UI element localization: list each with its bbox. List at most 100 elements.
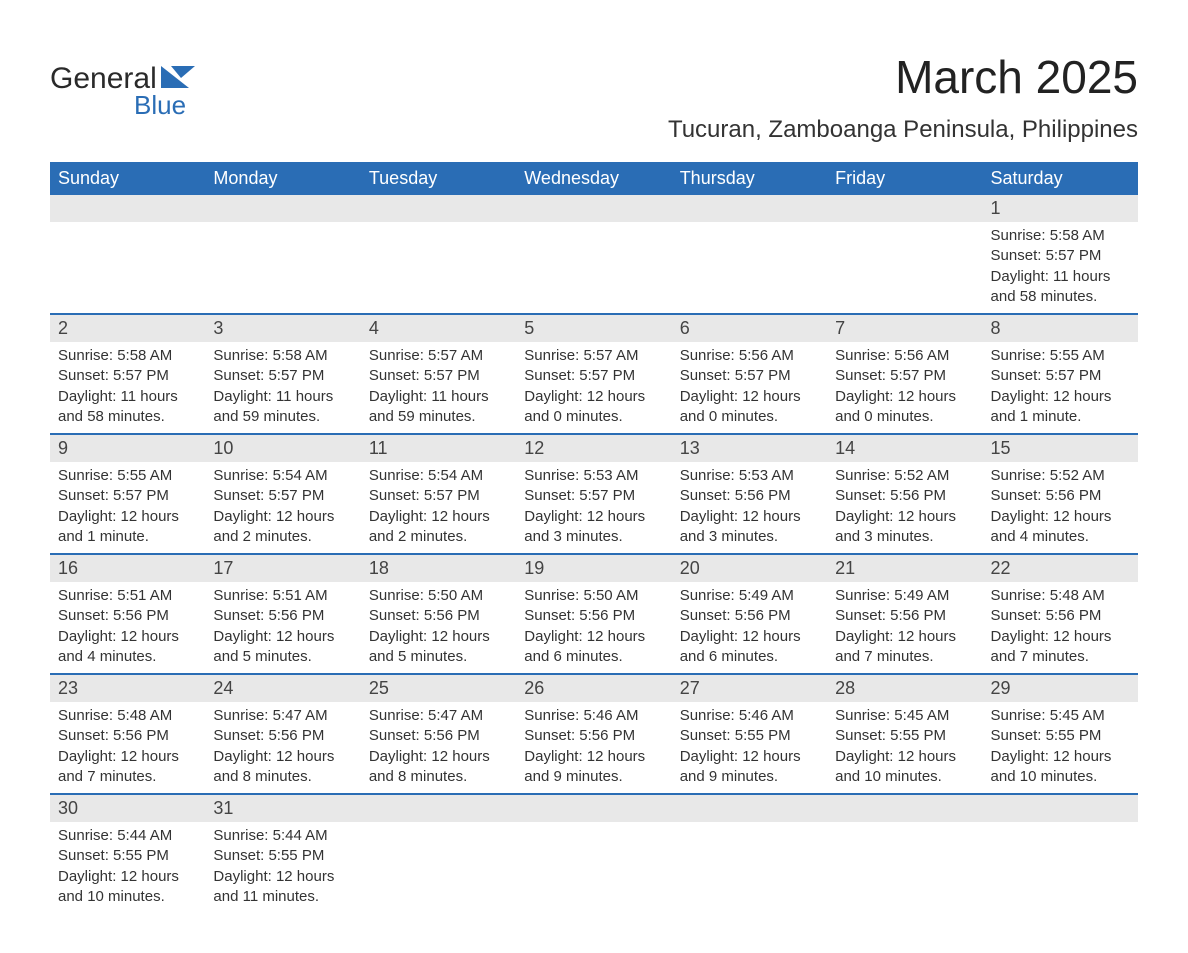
day-detail-cell — [672, 822, 827, 913]
day-number: 3 — [213, 318, 223, 338]
sunset-text: Sunset: 5:56 PM — [835, 486, 974, 506]
sunset-text: Sunset: 5:56 PM — [680, 606, 819, 626]
daylight-text-2: and 0 minutes. — [680, 407, 819, 427]
daylight-text-1: Daylight: 11 hours — [991, 267, 1130, 287]
day-number-cell: 27 — [672, 674, 827, 702]
day-number-cell — [827, 794, 982, 822]
day-detail-cell: Sunrise: 5:50 AMSunset: 5:56 PMDaylight:… — [516, 582, 671, 674]
day-number-cell: 25 — [361, 674, 516, 702]
daylight-text-2: and 7 minutes. — [991, 647, 1130, 667]
day-number: 11 — [369, 438, 388, 458]
day-detail-cell: Sunrise: 5:55 AMSunset: 5:57 PMDaylight:… — [983, 342, 1138, 434]
day-detail-cell: Sunrise: 5:54 AMSunset: 5:57 PMDaylight:… — [205, 462, 360, 554]
daylight-text-2: and 4 minutes. — [58, 647, 197, 667]
sunset-text: Sunset: 5:56 PM — [524, 606, 663, 626]
sunrise-text: Sunrise: 5:50 AM — [524, 586, 663, 606]
daylight-text-2: and 59 minutes. — [213, 407, 352, 427]
logo-text-bottom: Blue — [134, 90, 195, 121]
sunset-text: Sunset: 5:56 PM — [680, 486, 819, 506]
week-detail-row: Sunrise: 5:51 AMSunset: 5:56 PMDaylight:… — [50, 582, 1138, 674]
daylight-text-1: Daylight: 12 hours — [369, 507, 508, 527]
day-number: 19 — [524, 558, 544, 578]
daylight-text-1: Daylight: 12 hours — [213, 867, 352, 887]
sunset-text: Sunset: 5:57 PM — [524, 486, 663, 506]
sunrise-text: Sunrise: 5:57 AM — [369, 346, 508, 366]
daylight-text-2: and 2 minutes. — [213, 527, 352, 547]
col-monday: Monday — [205, 162, 360, 195]
daylight-text-1: Daylight: 12 hours — [524, 747, 663, 767]
daylight-text-1: Daylight: 12 hours — [835, 747, 974, 767]
sunset-text: Sunset: 5:57 PM — [213, 366, 352, 386]
day-detail-cell — [516, 822, 671, 913]
sunset-text: Sunset: 5:56 PM — [369, 606, 508, 626]
col-wednesday: Wednesday — [516, 162, 671, 195]
location-subtitle: Tucuran, Zamboanga Peninsula, Philippine… — [668, 116, 1138, 144]
sunrise-text: Sunrise: 5:44 AM — [58, 826, 197, 846]
sunset-text: Sunset: 5:57 PM — [58, 486, 197, 506]
day-number-cell: 23 — [50, 674, 205, 702]
week-detail-row: Sunrise: 5:58 AMSunset: 5:57 PMDaylight:… — [50, 342, 1138, 434]
daylight-text-2: and 6 minutes. — [524, 647, 663, 667]
day-detail-cell: Sunrise: 5:46 AMSunset: 5:56 PMDaylight:… — [516, 702, 671, 794]
day-number-cell: 19 — [516, 554, 671, 582]
day-number: 15 — [991, 438, 1011, 458]
daylight-text-2: and 7 minutes. — [835, 647, 974, 667]
day-number: 18 — [369, 558, 389, 578]
sunset-text: Sunset: 5:57 PM — [524, 366, 663, 386]
sunrise-text: Sunrise: 5:47 AM — [213, 706, 352, 726]
daylight-text-2: and 6 minutes. — [680, 647, 819, 667]
sunset-text: Sunset: 5:57 PM — [369, 486, 508, 506]
day-number-cell — [983, 794, 1138, 822]
daylight-text-2: and 3 minutes. — [680, 527, 819, 547]
sunrise-text: Sunrise: 5:56 AM — [835, 346, 974, 366]
day-number: 28 — [835, 678, 855, 698]
daylight-text-1: Daylight: 12 hours — [991, 387, 1130, 407]
day-number: 5 — [524, 318, 534, 338]
sunset-text: Sunset: 5:56 PM — [991, 606, 1130, 626]
sunset-text: Sunset: 5:56 PM — [991, 486, 1130, 506]
day-detail-cell — [516, 222, 671, 314]
daylight-text-2: and 5 minutes. — [369, 647, 508, 667]
day-detail-cell: Sunrise: 5:50 AMSunset: 5:56 PMDaylight:… — [361, 582, 516, 674]
daylight-text-2: and 4 minutes. — [991, 527, 1130, 547]
daylight-text-2: and 2 minutes. — [369, 527, 508, 547]
daylight-text-2: and 10 minutes. — [835, 767, 974, 787]
daylight-text-1: Daylight: 12 hours — [58, 747, 197, 767]
day-number-cell: 11 — [361, 434, 516, 462]
daylight-text-1: Daylight: 12 hours — [369, 747, 508, 767]
sunrise-text: Sunrise: 5:49 AM — [835, 586, 974, 606]
week-detail-row: Sunrise: 5:48 AMSunset: 5:56 PMDaylight:… — [50, 702, 1138, 794]
day-number-cell — [205, 195, 360, 222]
title-block: March 2025 Tucuran, Zamboanga Peninsula,… — [668, 50, 1138, 154]
day-number-cell: 18 — [361, 554, 516, 582]
day-number: 20 — [680, 558, 700, 578]
day-number-cell — [516, 794, 671, 822]
daylight-text-2: and 0 minutes. — [835, 407, 974, 427]
calendar-table: Sunday Monday Tuesday Wednesday Thursday… — [50, 162, 1138, 913]
day-detail-cell: Sunrise: 5:47 AMSunset: 5:56 PMDaylight:… — [361, 702, 516, 794]
day-number: 9 — [58, 438, 68, 458]
daylight-text-2: and 9 minutes. — [524, 767, 663, 787]
day-number: 21 — [835, 558, 855, 578]
day-number: 22 — [991, 558, 1011, 578]
day-number: 17 — [213, 558, 233, 578]
day-number-cell: 30 — [50, 794, 205, 822]
day-detail-cell: Sunrise: 5:57 AMSunset: 5:57 PMDaylight:… — [361, 342, 516, 434]
daylight-text-1: Daylight: 12 hours — [524, 387, 663, 407]
day-number-cell: 20 — [672, 554, 827, 582]
sunrise-text: Sunrise: 5:55 AM — [58, 466, 197, 486]
week-daynum-row: 16171819202122 — [50, 554, 1138, 582]
daylight-text-1: Daylight: 12 hours — [991, 627, 1130, 647]
sunset-text: Sunset: 5:56 PM — [524, 726, 663, 746]
day-number-cell — [516, 195, 671, 222]
sunrise-text: Sunrise: 5:58 AM — [213, 346, 352, 366]
day-number-cell: 8 — [983, 314, 1138, 342]
week-daynum-row: 3031 — [50, 794, 1138, 822]
day-number: 27 — [680, 678, 700, 698]
sunset-text: Sunset: 5:56 PM — [58, 726, 197, 746]
day-number-cell: 1 — [983, 195, 1138, 222]
daylight-text-1: Daylight: 12 hours — [680, 387, 819, 407]
day-number-cell: 28 — [827, 674, 982, 702]
day-detail-cell: Sunrise: 5:48 AMSunset: 5:56 PMDaylight:… — [50, 702, 205, 794]
day-detail-cell: Sunrise: 5:53 AMSunset: 5:57 PMDaylight:… — [516, 462, 671, 554]
